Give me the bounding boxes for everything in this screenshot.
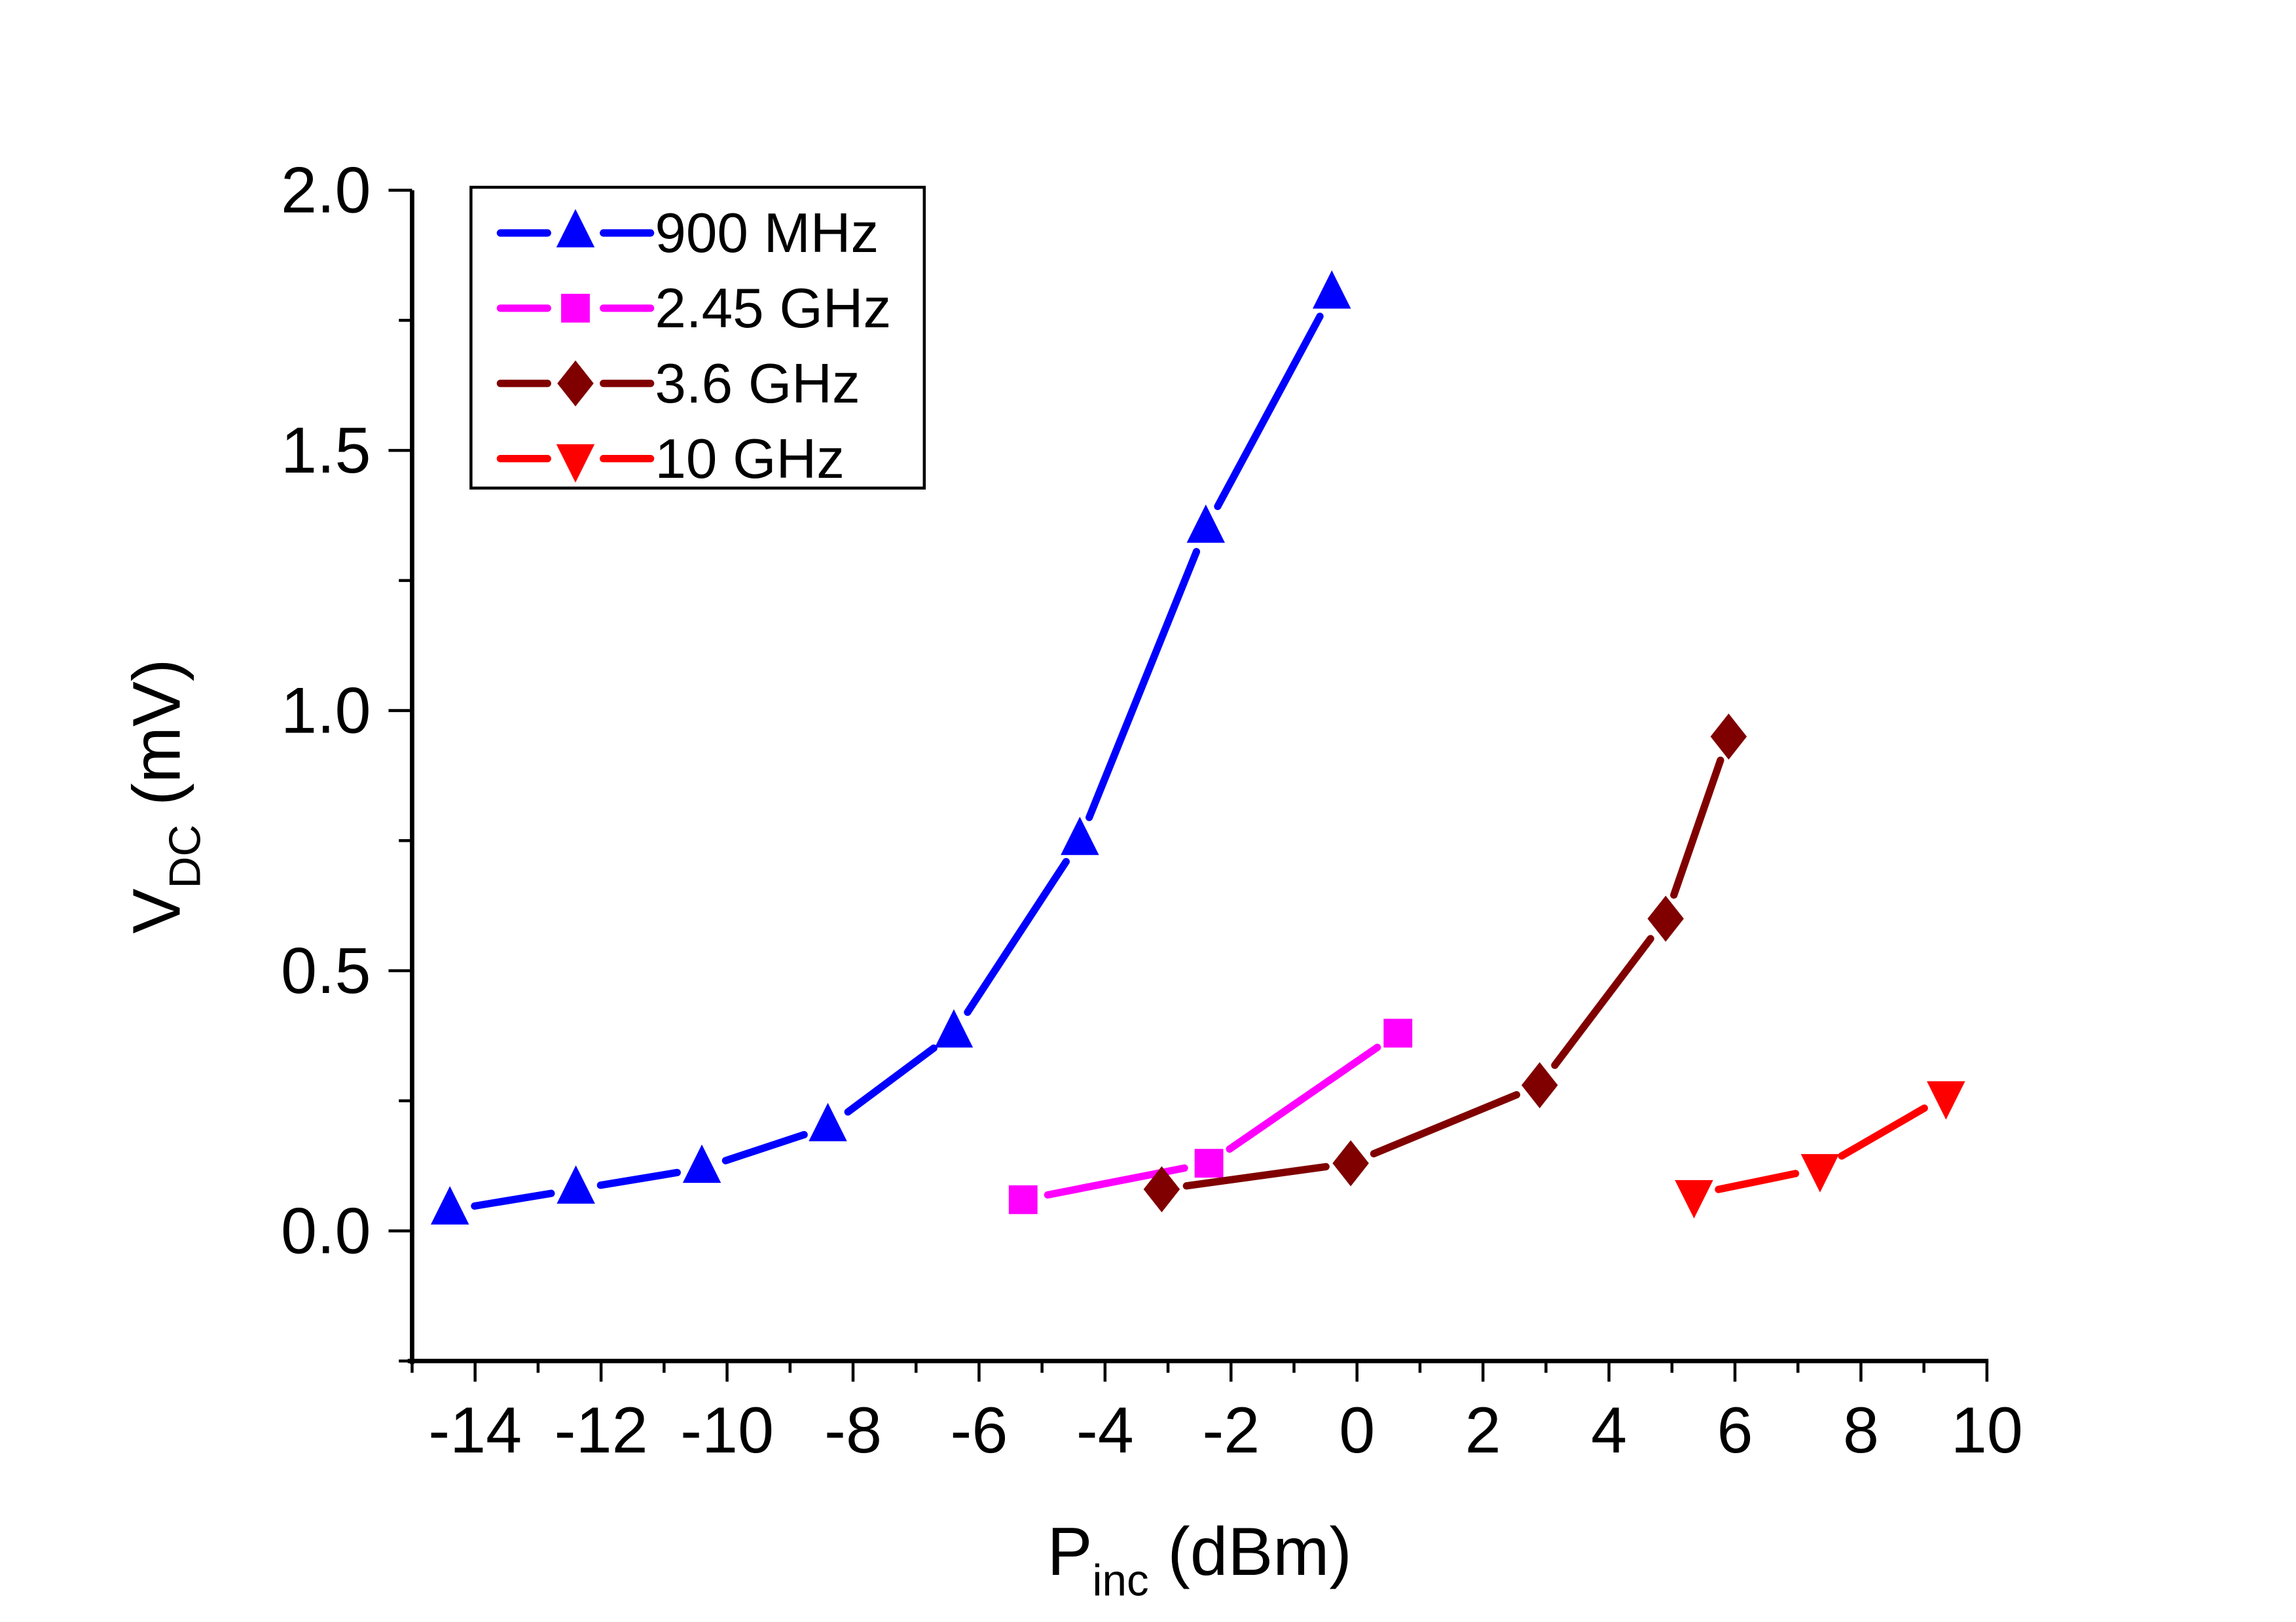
series-line-segment xyxy=(844,1044,938,1116)
series-line-segment xyxy=(1838,1104,1928,1160)
y-tick-label: 2.0 xyxy=(281,153,371,226)
data-point-triangle-up xyxy=(1186,504,1226,543)
data-point-triangle-down xyxy=(556,444,595,483)
data-point-diamond xyxy=(557,360,594,406)
data-point-diamond xyxy=(1710,713,1747,760)
series-line-segment xyxy=(1226,1043,1381,1153)
legend-label: 3.6 GHz xyxy=(655,353,860,415)
data-point-diamond xyxy=(1143,1166,1180,1213)
data-point-triangle-up xyxy=(556,1165,595,1204)
axis-title-unit: (dBm) xyxy=(1149,1513,1352,1589)
data-point-square xyxy=(1008,1185,1038,1214)
series-10-ghz xyxy=(1675,1081,1965,1219)
data-point-diamond xyxy=(1521,1062,1558,1109)
series-line-segment xyxy=(1182,1162,1330,1190)
x-tick-label: -10 xyxy=(680,1394,774,1466)
data-point-square xyxy=(1383,1018,1413,1048)
data-point-diamond xyxy=(1647,895,1684,942)
data-point-triangle-down xyxy=(1675,1180,1713,1219)
series-layer xyxy=(430,270,1965,1225)
x-tick-label: 6 xyxy=(1717,1394,1753,1466)
y-tick-label: 1.5 xyxy=(281,414,371,486)
data-point-square xyxy=(561,293,590,323)
data-point-triangle-up xyxy=(682,1144,721,1183)
series-line-segment xyxy=(721,1130,808,1164)
series-line-segment xyxy=(1670,756,1724,899)
legend-label: 2.45 GHz xyxy=(655,278,891,340)
axis-title-unit: (mV) xyxy=(118,659,194,825)
legend-box xyxy=(469,185,926,490)
x-tick-label: 0 xyxy=(1339,1394,1375,1466)
series-900-mhz xyxy=(430,270,1351,1225)
legend-item: 3.6 GHz xyxy=(496,353,860,415)
legend-label: 900 MHz xyxy=(655,202,879,264)
data-point-triangle-up xyxy=(1061,816,1099,856)
y-tick-label: 0.0 xyxy=(281,1194,371,1267)
axes: -14 -12 -10 -8 -6 -4 -2 0 2 4 6 8 10 0.0 0.5 1.0 1.5 2.0 xyxy=(281,153,2023,1466)
series-line-segment xyxy=(596,1168,681,1189)
data-point-triangle-down xyxy=(1927,1081,1965,1120)
series-line-segment xyxy=(1214,312,1324,511)
legend-label: 10 GHz xyxy=(655,428,845,490)
legend-item: 10 GHz xyxy=(496,428,845,490)
axis-title-subscript: inc xyxy=(1092,1556,1148,1605)
axis-title-subscript: DC xyxy=(161,825,210,889)
series-2-45-ghz xyxy=(1008,1018,1413,1214)
legend-item: 2.45 GHz xyxy=(496,278,891,340)
legend-item: 900 MHz xyxy=(496,202,879,264)
data-point-triangle-up xyxy=(809,1102,847,1142)
x-tick-label: -12 xyxy=(555,1394,648,1466)
x-tick-label: -6 xyxy=(950,1394,1008,1466)
series-line-segment xyxy=(1370,1090,1521,1158)
series-line-segment xyxy=(964,857,1070,1017)
data-point-triangle-up xyxy=(556,209,595,247)
x-tick-label: 4 xyxy=(1591,1394,1627,1466)
x-tick-label: -14 xyxy=(428,1394,522,1466)
y-tick-label: 0.5 xyxy=(281,934,371,1007)
x-tick-label: 2 xyxy=(1465,1394,1501,1466)
data-point-square xyxy=(1194,1149,1224,1178)
y-axis-title: VDC (mV) xyxy=(118,659,210,934)
series-3-6-ghz xyxy=(1143,713,1747,1213)
x-tick-label: 8 xyxy=(1843,1394,1879,1466)
series-line-segment xyxy=(1715,1170,1800,1193)
data-point-triangle-up xyxy=(934,1009,974,1048)
data-point-triangle-up xyxy=(1313,270,1351,309)
series-line-segment xyxy=(1551,935,1654,1070)
axis-title-main: V xyxy=(118,888,194,933)
x-tick-label: 10 xyxy=(1951,1394,2023,1466)
data-point-diamond xyxy=(1332,1140,1369,1187)
y-tick-label: 1.0 xyxy=(281,674,371,746)
series-line-segment xyxy=(1085,548,1201,821)
x-tick-label: -4 xyxy=(1076,1394,1134,1466)
data-point-triangle-down xyxy=(1800,1154,1840,1193)
series-line-segment xyxy=(471,1189,555,1210)
x-tick-label: -2 xyxy=(1202,1394,1260,1466)
legend: 900 MHz 2.45 GHz 3.6 GHz 10 GHz xyxy=(469,185,926,490)
data-point-triangle-up xyxy=(430,1186,469,1225)
x-axis-title: Pinc (dBm) xyxy=(1048,1513,1352,1606)
axis-title-main: P xyxy=(1048,1513,1093,1589)
x-tick-label: -8 xyxy=(824,1394,882,1466)
